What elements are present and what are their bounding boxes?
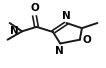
Text: N: N — [62, 11, 71, 21]
Text: O: O — [83, 35, 92, 45]
Text: N: N — [10, 26, 19, 36]
Text: N: N — [55, 46, 64, 56]
Text: O: O — [30, 3, 39, 13]
